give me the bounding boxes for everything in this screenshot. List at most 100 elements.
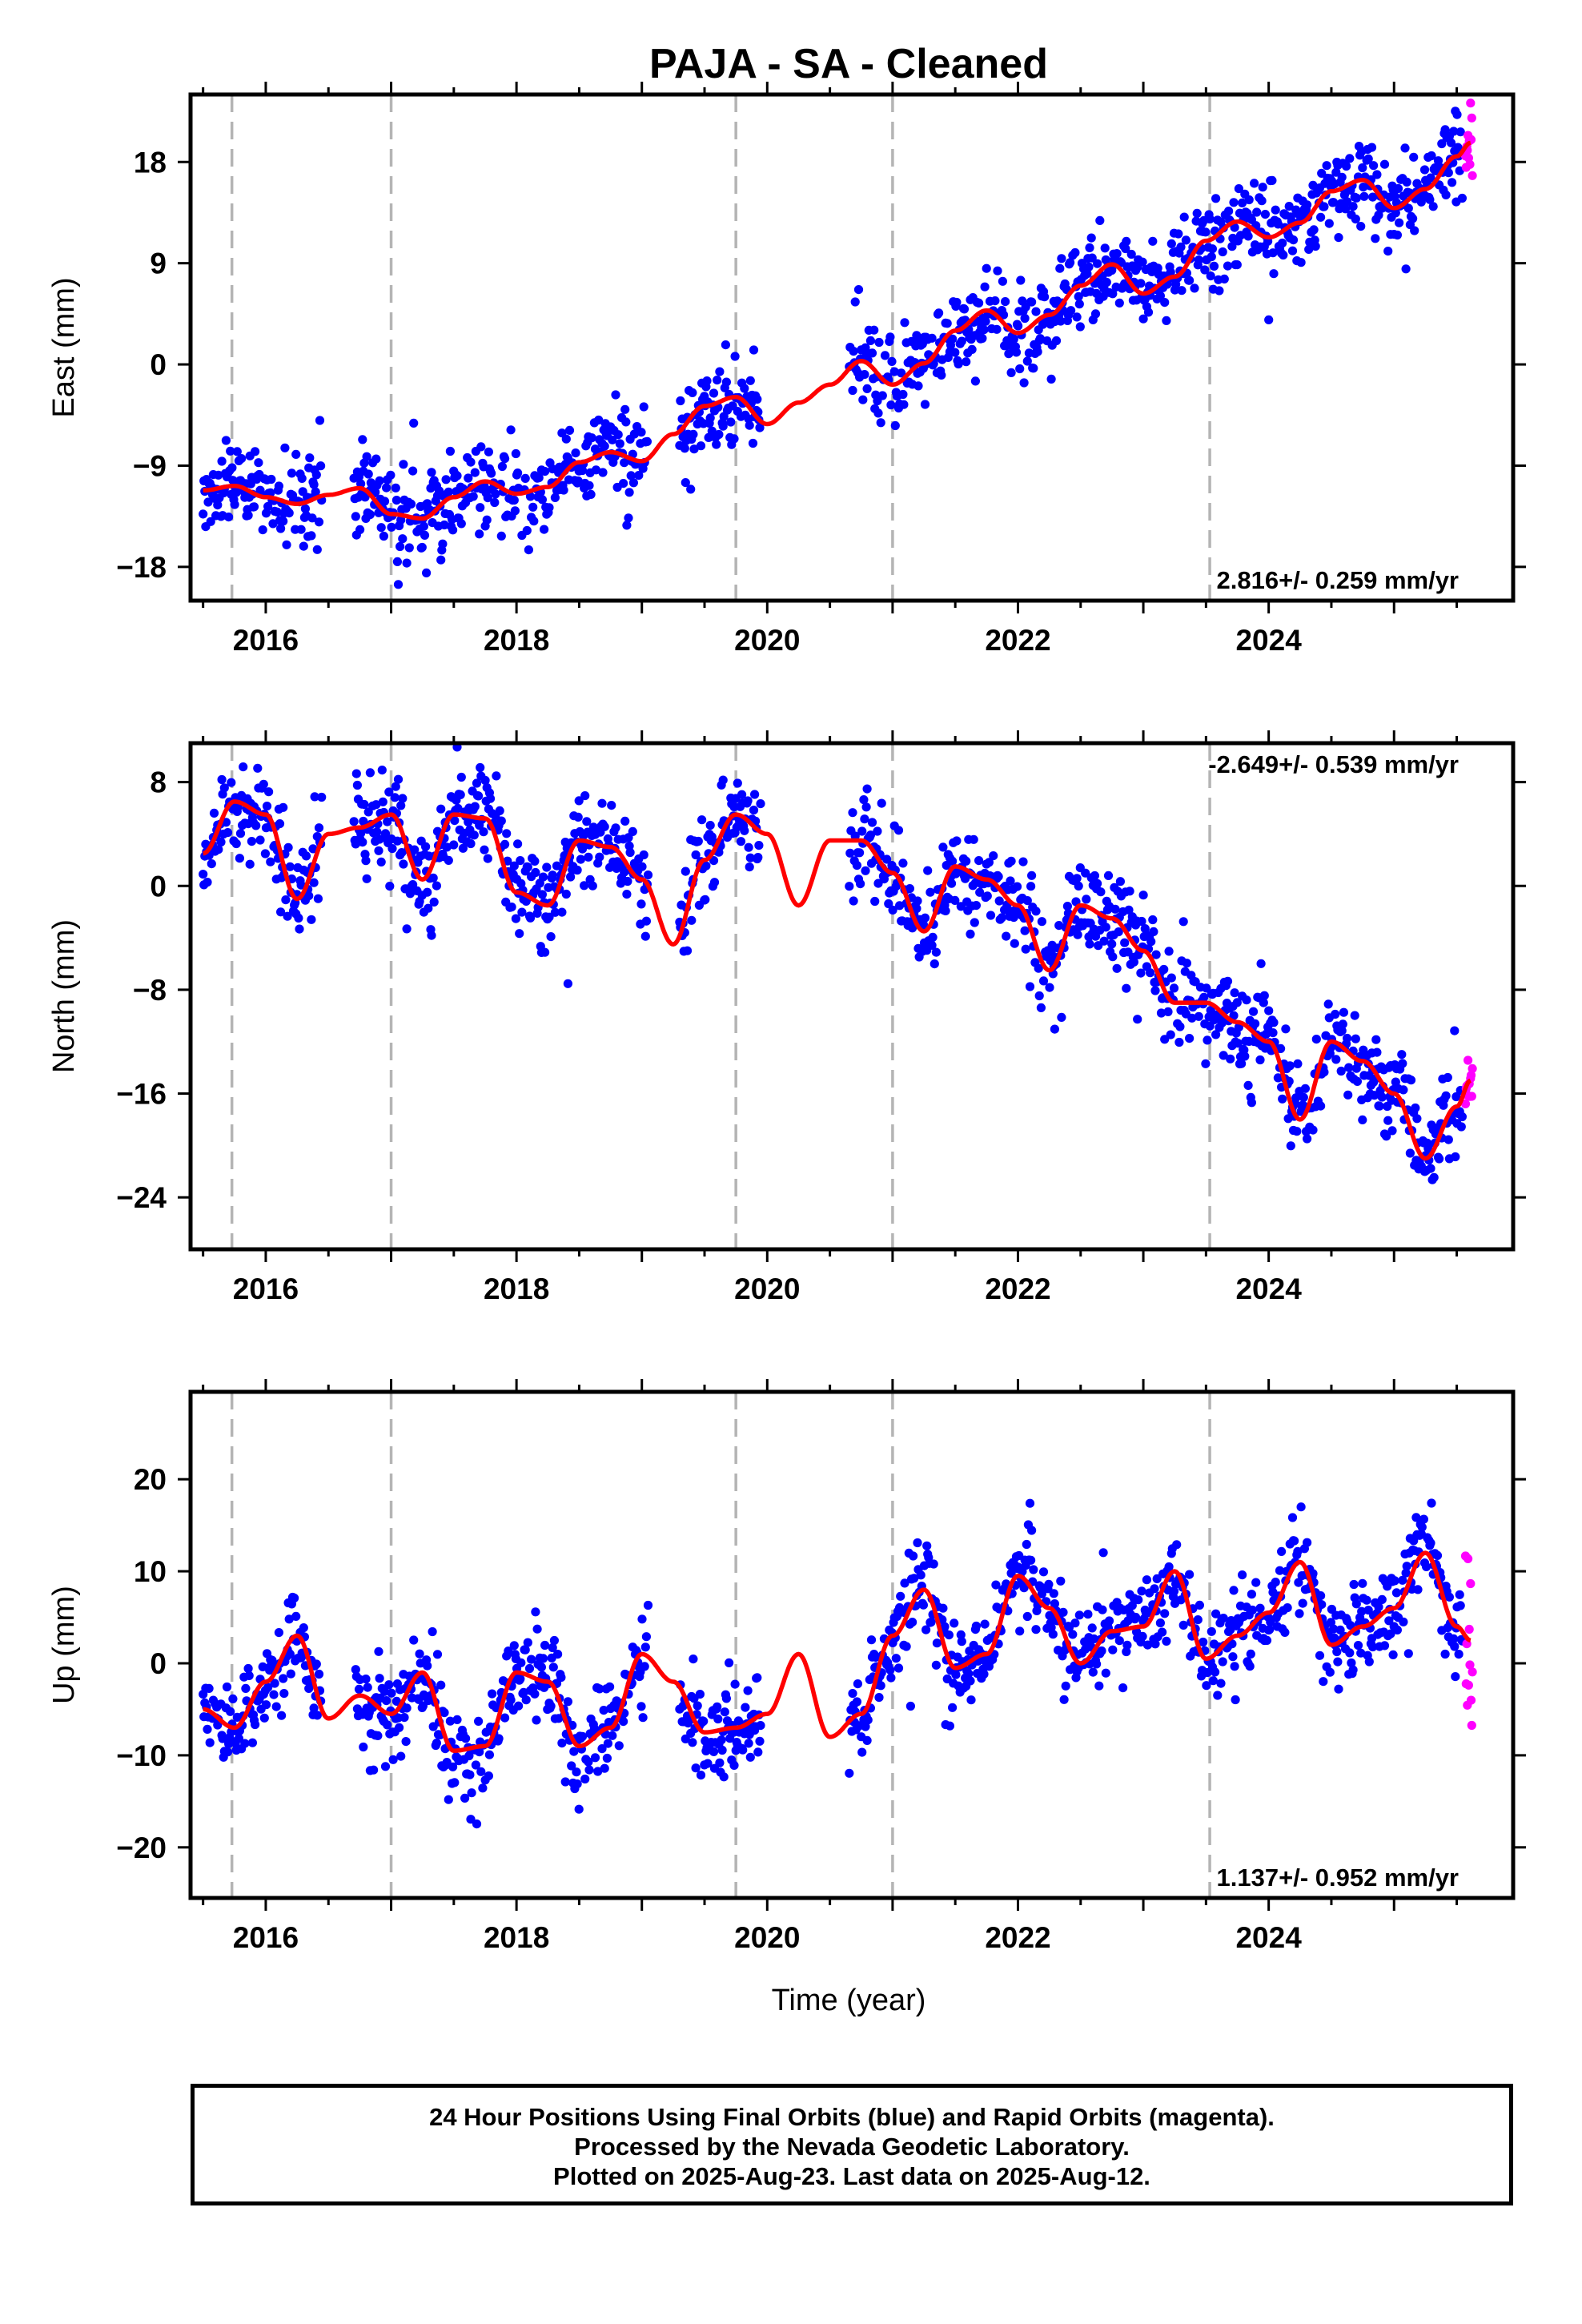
final-orbit-point: [371, 800, 381, 810]
final-orbit-point: [870, 896, 880, 907]
final-orbit-point: [982, 891, 992, 901]
final-orbit-point: [709, 856, 719, 866]
final-orbit-point: [1134, 1595, 1143, 1605]
final-orbit-point: [1022, 896, 1032, 906]
final-orbit-point: [1036, 1003, 1046, 1012]
final-orbit-point: [537, 890, 548, 899]
rapid-orbit-point: [1465, 159, 1475, 169]
final-orbit-point: [573, 476, 583, 486]
final-orbit-point: [538, 872, 548, 882]
final-orbit-point: [506, 1695, 516, 1705]
final-orbit-point: [1364, 1657, 1374, 1667]
final-orbit-point: [718, 421, 728, 431]
footer-line-1: 24 Hour Positions Using Final Orbits (bl…: [429, 2103, 1275, 2131]
final-orbit-point: [1066, 258, 1075, 267]
final-orbit-point: [1287, 1513, 1298, 1522]
final-orbit-point: [1002, 931, 1011, 941]
final-orbit-point: [1273, 1073, 1283, 1083]
final-orbit-point: [1426, 1538, 1435, 1548]
final-orbit-point: [491, 489, 500, 499]
final-orbit-point: [1349, 1579, 1359, 1590]
final-orbit-point: [1435, 1154, 1444, 1164]
final-orbit-point: [206, 517, 215, 526]
final-orbit-point: [959, 304, 970, 314]
final-orbit-point: [365, 509, 375, 520]
final-orbit-point: [597, 798, 607, 808]
final-orbit-point: [384, 787, 394, 797]
final-orbit-point: [530, 856, 540, 866]
final-orbit-point: [900, 318, 909, 328]
final-orbit-point: [475, 1747, 484, 1757]
final-orbit-point: [358, 838, 367, 847]
final-orbit-point: [624, 513, 633, 523]
final-orbit-point: [620, 458, 629, 468]
final-orbit-point: [699, 1716, 709, 1726]
final-orbit-point: [886, 400, 896, 410]
final-orbit-point: [741, 1703, 750, 1712]
final-orbit-point: [1011, 348, 1022, 357]
final-orbit-point: [640, 1662, 649, 1671]
final-orbit-point: [1072, 874, 1082, 883]
final-orbit-point: [362, 874, 371, 883]
final-orbit-point: [1230, 988, 1239, 998]
final-orbit-point: [471, 1760, 481, 1770]
final-orbit-point: [478, 1783, 488, 1793]
final-orbit-point: [1159, 964, 1169, 975]
final-orbit-point: [1303, 200, 1312, 210]
final-orbit-point: [709, 878, 720, 887]
final-orbit-point: [848, 385, 857, 396]
rapid-orbit-point: [1467, 113, 1476, 123]
final-orbit-point: [1162, 316, 1171, 325]
final-orbit-point: [740, 384, 749, 393]
y-tick-label: −16: [116, 1078, 167, 1111]
final-orbit-point: [1114, 298, 1124, 308]
final-orbit-point: [1259, 998, 1268, 1007]
final-orbit-point: [890, 420, 900, 431]
final-orbit-point: [1058, 1607, 1068, 1617]
final-orbit-point: [572, 1767, 581, 1777]
final-orbit-point: [351, 512, 360, 521]
rapid-orbit-point: [1468, 1667, 1477, 1677]
final-orbit-point: [1332, 1647, 1342, 1657]
rapid-orbit-point: [1464, 1680, 1473, 1690]
final-orbit-point: [1440, 1649, 1450, 1659]
final-orbit-point: [852, 1697, 861, 1707]
final-orbit-point: [571, 448, 580, 458]
final-orbit-point: [494, 1734, 504, 1743]
final-orbit-point: [860, 814, 869, 824]
x-axis-label: Time (year): [772, 1984, 926, 2017]
final-orbit-point: [311, 1659, 321, 1669]
final-orbit-point: [387, 522, 396, 532]
final-orbit-point: [1207, 252, 1216, 262]
final-orbit-point: [224, 513, 234, 522]
final-orbit-point: [472, 1819, 482, 1829]
final-orbit-point: [310, 792, 319, 802]
final-orbit-point: [1449, 1634, 1459, 1643]
final-orbit-point: [363, 469, 373, 479]
final-orbit-point: [948, 1703, 958, 1712]
final-orbit-point: [749, 806, 759, 815]
final-orbit-point: [309, 1703, 319, 1713]
final-orbit-point: [873, 408, 883, 418]
final-orbit-point: [1156, 1008, 1166, 1018]
final-orbit-point: [311, 487, 320, 497]
final-orbit-point: [548, 1663, 558, 1672]
model-curve: [203, 140, 1472, 521]
rapid-orbit-point: [1467, 1092, 1476, 1101]
final-orbit-point: [203, 1724, 212, 1734]
final-orbit-point: [1152, 1574, 1162, 1583]
final-orbit-point: [857, 826, 867, 836]
final-orbit-point: [464, 817, 473, 827]
final-orbit-point: [1059, 1695, 1069, 1704]
final-orbit-point: [295, 924, 304, 934]
final-orbit-point: [1393, 183, 1403, 194]
final-orbit-point: [1027, 297, 1037, 307]
final-orbit-point: [989, 851, 998, 861]
final-orbit-point: [1202, 983, 1211, 993]
x-tick-label: 2018: [484, 624, 549, 657]
rapid-orbit-point: [1466, 1578, 1476, 1589]
final-orbit-point: [203, 878, 212, 887]
final-orbit-point: [749, 345, 759, 355]
final-orbit-point: [1322, 161, 1331, 171]
x-tick-label: 2022: [985, 624, 1050, 657]
